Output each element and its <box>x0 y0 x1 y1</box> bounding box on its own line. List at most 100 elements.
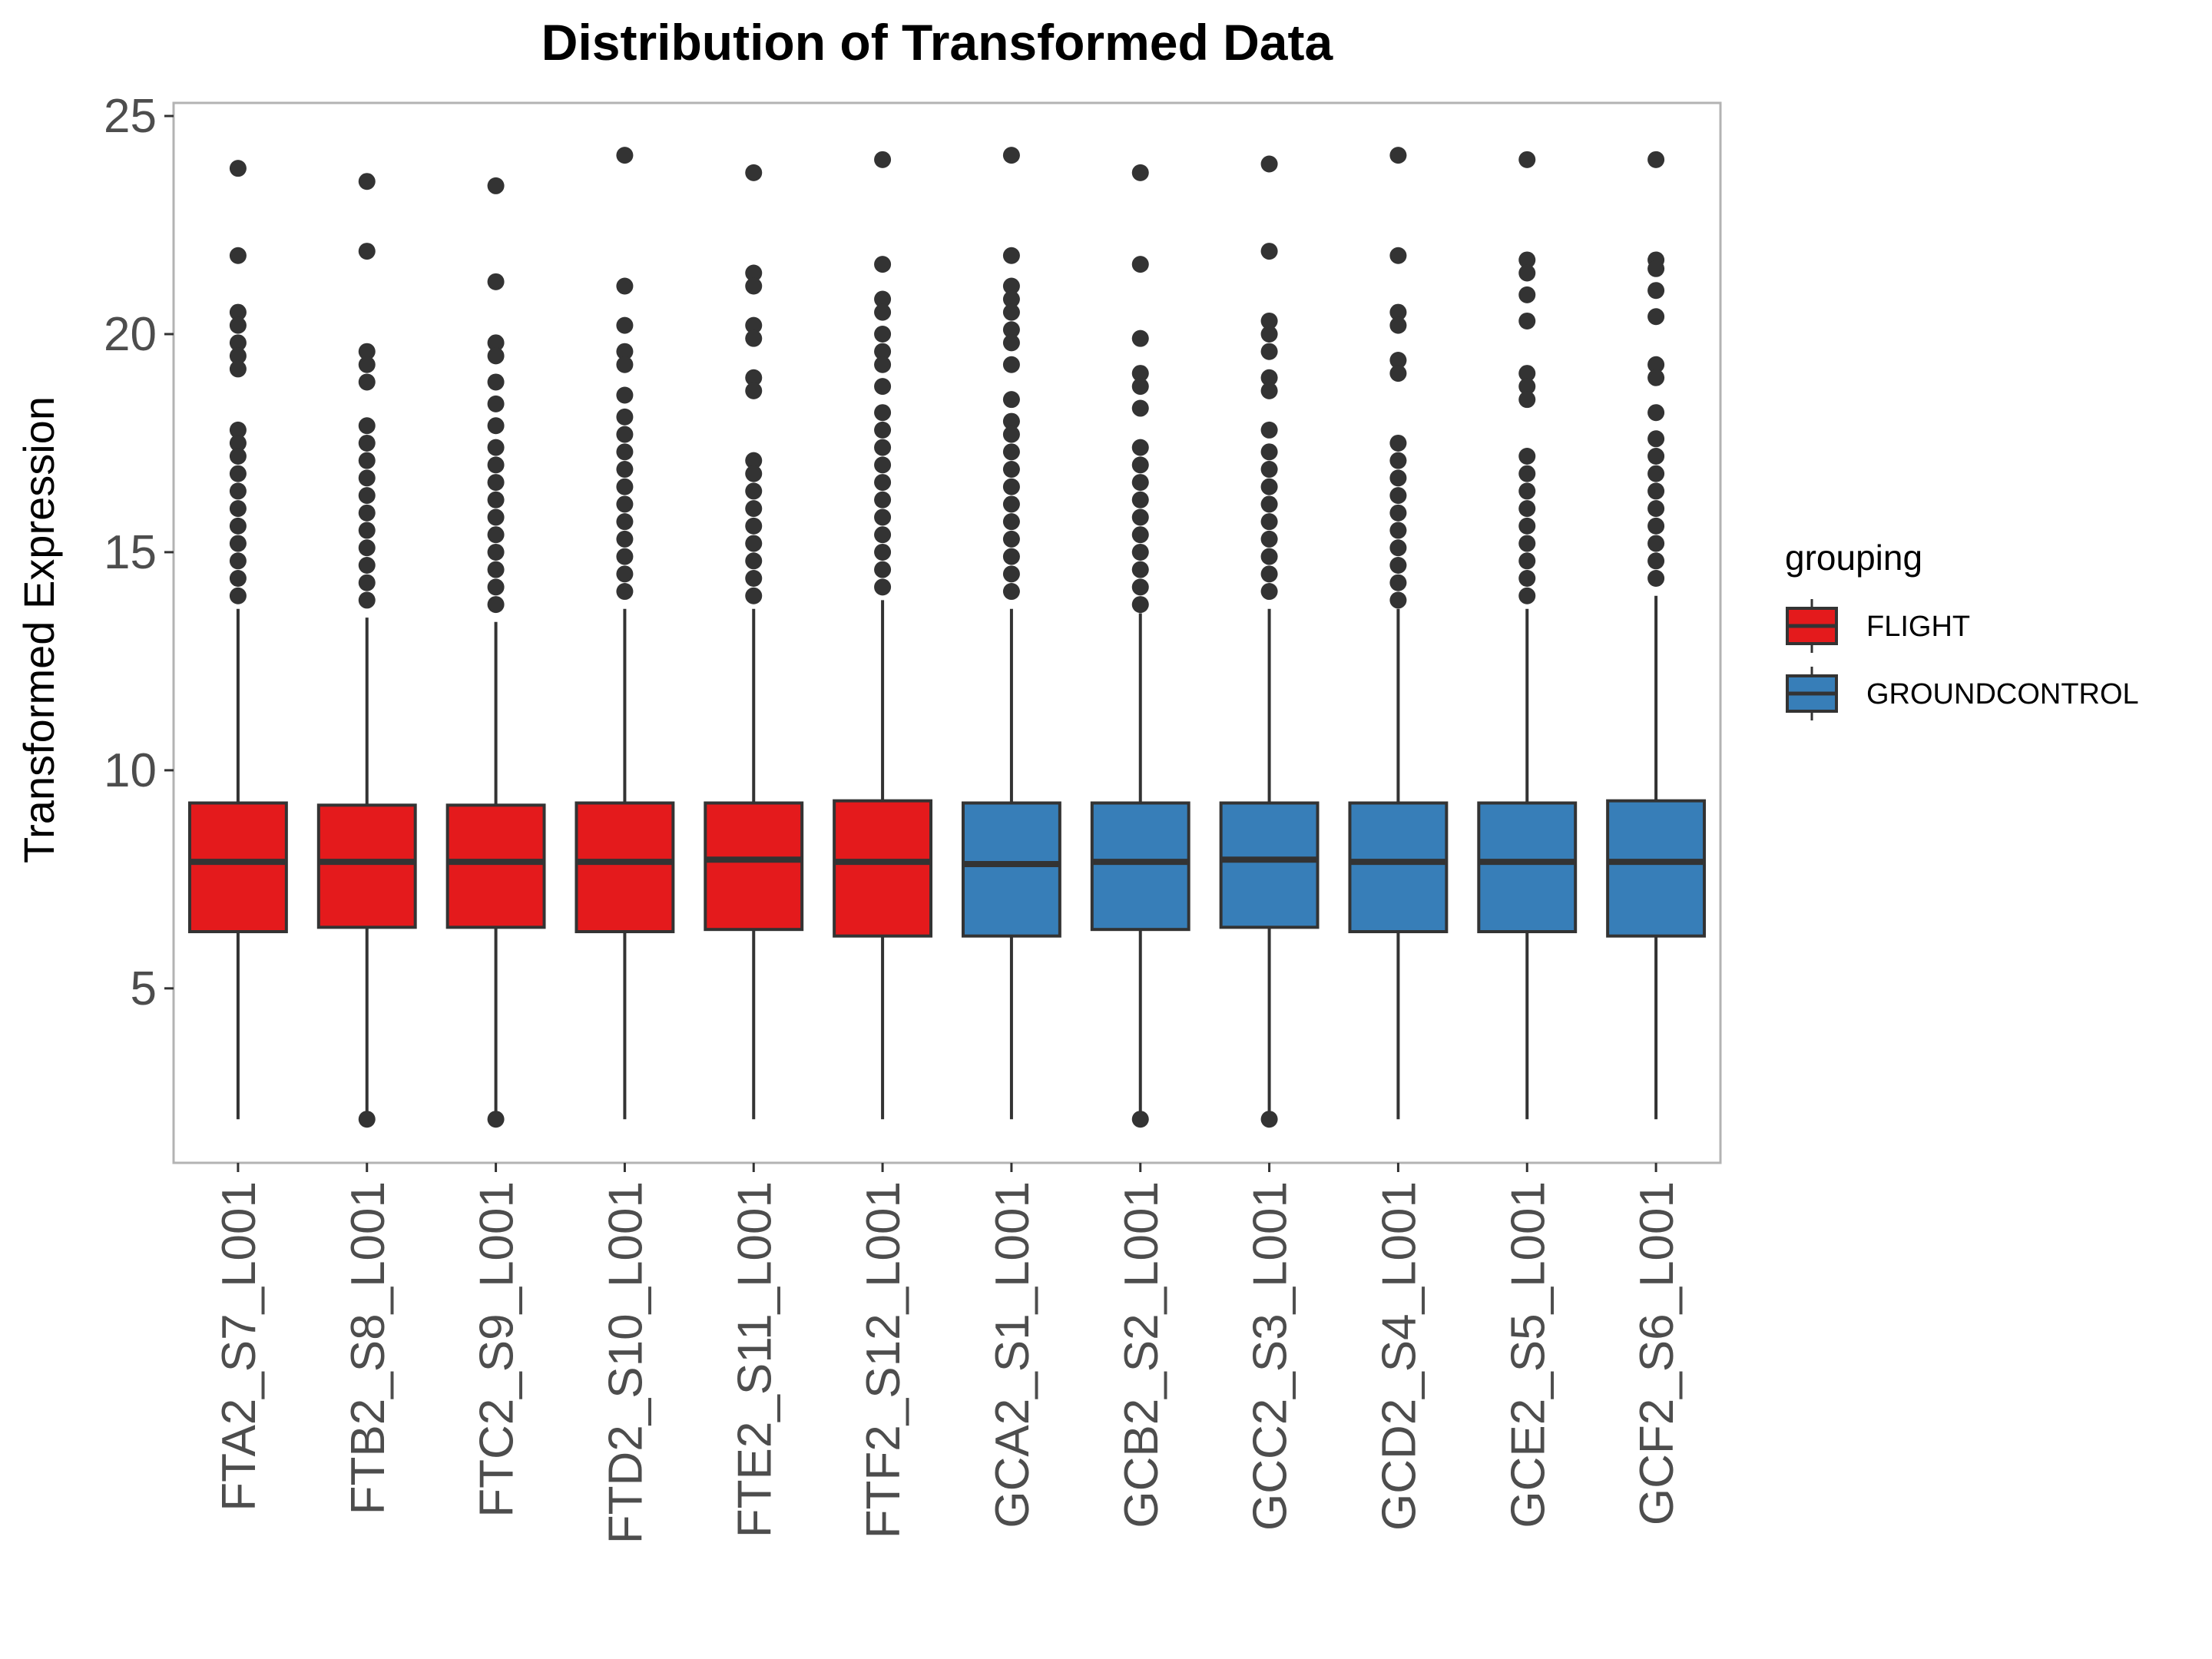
outlier-point <box>229 347 247 365</box>
box-FTE2_S11_L001 <box>704 164 804 1120</box>
outlier-point <box>745 482 763 500</box>
x-tick-label: GCC2_S3_L001 <box>1244 1181 1297 1531</box>
outlier-point <box>358 1111 376 1128</box>
outlier-point <box>358 487 376 505</box>
y-tick-label: 25 <box>104 90 157 143</box>
legend-title: grouping <box>1785 538 1922 578</box>
outlier-point <box>1260 443 1278 461</box>
outlier-point <box>1518 251 1536 269</box>
y-tick-label: 10 <box>104 744 157 797</box>
outlier-point <box>616 513 634 531</box>
outlier-point <box>616 583 634 601</box>
box-GCD2_S4_L001 <box>1348 147 1449 1120</box>
outlier-point <box>1002 247 1020 264</box>
outlier-point <box>1647 151 1665 168</box>
outlier-point <box>1260 461 1278 478</box>
outlier-point <box>1002 565 1020 583</box>
iqr-box <box>1348 801 1449 934</box>
y-tick-label: 5 <box>131 962 157 1015</box>
outlier-point <box>616 548 634 565</box>
y-tick-label: 20 <box>104 308 157 361</box>
legend: grouping FLIGHT GROUNDCONTROL <box>1785 538 2139 720</box>
outlier-point <box>487 543 505 561</box>
outlier-point <box>1002 303 1020 321</box>
outlier-point <box>874 404 892 422</box>
outlier-point <box>1518 552 1536 570</box>
outlier-point <box>358 556 376 574</box>
outlier-point <box>1260 530 1278 548</box>
outlier-point <box>1518 465 1536 482</box>
outlier-point <box>616 408 634 426</box>
outlier-point <box>874 561 892 578</box>
outlier-point <box>1647 430 1665 448</box>
outlier-point <box>1131 164 1149 181</box>
x-tick-label: FTC2_S9_L001 <box>471 1181 524 1518</box>
iqr-box <box>187 801 288 934</box>
outlier-point <box>1002 391 1020 409</box>
x-tick-label: FTB2_S8_L001 <box>342 1181 395 1515</box>
outlier-point <box>229 160 247 177</box>
outlier-point <box>874 491 892 508</box>
outlier-point <box>1002 412 1020 430</box>
outlier-point <box>358 591 376 609</box>
outlier-point <box>1518 500 1536 518</box>
outlier-point <box>1647 482 1665 500</box>
outlier-point <box>1002 495 1020 513</box>
outlier-point <box>229 421 247 439</box>
outlier-point <box>1260 1111 1278 1128</box>
outlier-point <box>1647 282 1665 300</box>
box-FTF2_S12_L001 <box>833 151 933 1120</box>
plot-panel <box>172 101 1722 1164</box>
iqr-box <box>575 801 675 934</box>
outlier-point <box>1131 1111 1149 1128</box>
outlier-point <box>1131 365 1149 382</box>
outlier-point <box>1518 587 1536 604</box>
outlier-point <box>358 373 376 391</box>
outlier-point <box>1002 290 1020 308</box>
outlier-point <box>1389 539 1407 557</box>
chart-title: Distribution of Transformed Data <box>541 14 1334 71</box>
outlier-point <box>874 456 892 474</box>
outlier-point <box>874 578 892 596</box>
outlier-point <box>616 443 634 461</box>
outlier-point <box>1389 303 1407 321</box>
outlier-point <box>487 456 505 474</box>
outlier-point <box>874 526 892 544</box>
outlier-point <box>1647 260 1665 277</box>
outlier-point <box>1389 352 1407 369</box>
outlier-point <box>487 578 505 596</box>
outlier-point <box>616 461 634 478</box>
outlier-point <box>1002 334 1020 352</box>
outlier-point <box>874 343 892 360</box>
outlier-point <box>745 316 763 334</box>
outlier-point <box>1647 404 1665 422</box>
outlier-point <box>358 434 376 452</box>
legend-label: FLIGHT <box>1866 611 1970 643</box>
outlier-point <box>1260 513 1278 531</box>
outlier-point <box>358 243 376 260</box>
outlier-point <box>1647 369 1665 386</box>
y-axis: 5 10 15 20 25 <box>104 90 174 1015</box>
outlier-point <box>874 290 892 308</box>
outlier-point <box>229 552 247 570</box>
outlier-point <box>1131 329 1149 347</box>
outlier-point <box>1647 448 1665 465</box>
outlier-point <box>745 164 763 181</box>
outlier-point <box>358 417 376 435</box>
outlier-point <box>229 360 247 378</box>
box-FTC2_S9_L001 <box>445 177 546 1128</box>
outlier-point <box>1518 482 1536 500</box>
outlier-point <box>1647 535 1665 552</box>
outlier-point <box>487 395 505 412</box>
outlier-point <box>358 343 376 360</box>
iqr-box <box>961 801 1061 938</box>
outlier-point <box>1131 596 1149 614</box>
outlier-point <box>745 369 763 386</box>
outlier-point <box>874 439 892 456</box>
outlier-point <box>487 596 505 614</box>
outlier-point <box>1002 478 1020 495</box>
iqr-box <box>833 799 933 938</box>
outlier-point <box>616 277 634 295</box>
outlier-point <box>229 334 247 352</box>
